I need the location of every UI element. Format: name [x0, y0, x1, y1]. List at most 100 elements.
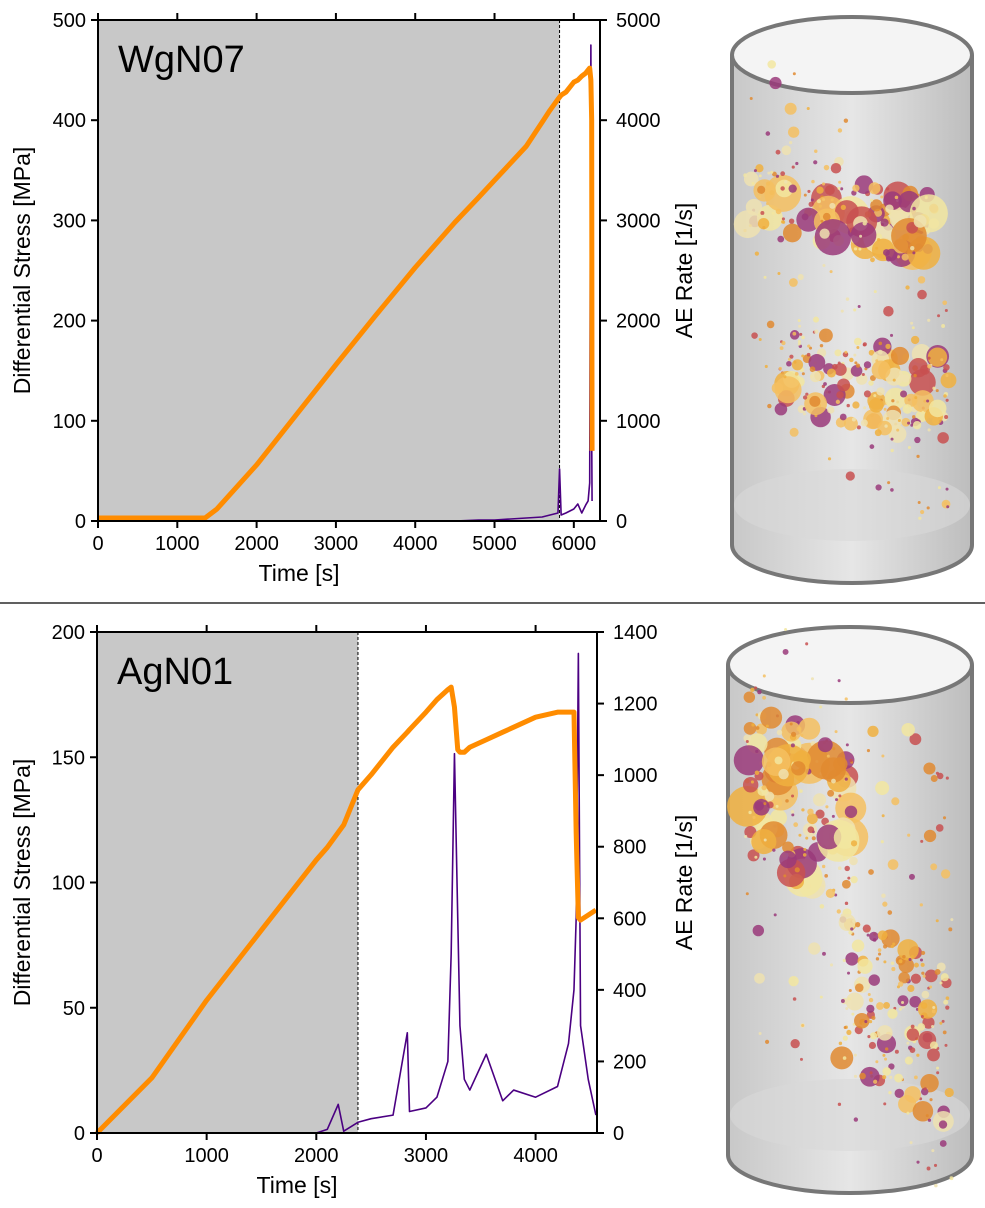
ae-event-sphere — [814, 149, 818, 153]
ae-event-sphere — [807, 813, 818, 825]
ae-event-sphere — [917, 276, 926, 284]
ae-event-sphere — [745, 739, 749, 743]
ae-event-sphere — [869, 444, 875, 449]
ae-event-sphere — [764, 791, 775, 802]
ae-event-sphere — [863, 361, 872, 369]
ae-event-sphere — [853, 308, 857, 312]
ae-event-sphere — [769, 76, 782, 90]
ae-event-sphere — [751, 332, 758, 339]
ae-event-sphere — [727, 786, 768, 827]
ae-event-sphere — [894, 1088, 904, 1099]
ae-event-sphere — [845, 471, 855, 481]
ae-event-sphere — [808, 201, 814, 207]
ae-event-sphere — [855, 922, 861, 928]
ae-event-sphere — [911, 326, 915, 330]
ae-event-sphere — [886, 417, 890, 421]
ae-event-sphere — [782, 841, 794, 854]
ae-event-sphere — [859, 1072, 866, 1080]
ae-event-sphere — [887, 1008, 898, 1019]
sample-label: AgN01 — [117, 651, 233, 693]
ae-event-sphere — [921, 950, 926, 956]
ae-event-sphere — [878, 952, 882, 956]
ae-event-sphere — [849, 357, 854, 363]
ae-event-sphere — [846, 1029, 852, 1035]
x-tick-label: 2000 — [234, 533, 279, 555]
ae-event-sphere — [897, 981, 904, 987]
ae-event-sphere — [868, 869, 874, 875]
ae-event-sphere — [853, 1074, 858, 1078]
ae-event-sphere — [825, 805, 829, 809]
ae-event-sphere — [815, 809, 825, 819]
ae-event-sphere — [923, 829, 937, 843]
ae-event-sphere — [802, 412, 806, 416]
ae-event-sphere — [870, 199, 883, 212]
ae-event-sphere — [917, 500, 921, 504]
ae-event-sphere — [827, 406, 835, 414]
y-tick-label: 0 — [75, 511, 86, 533]
ae-event-sphere — [791, 794, 795, 798]
ae-event-sphere — [861, 372, 865, 377]
ae-event-sphere — [913, 214, 927, 228]
ae-event-sphere — [844, 697, 848, 701]
ae-event-sphere — [842, 1035, 848, 1041]
ae-event-sphere — [868, 398, 884, 413]
ae-event-sphere — [809, 371, 821, 383]
ae-event-sphere — [784, 180, 788, 184]
ae-event-sphere — [830, 1046, 854, 1070]
ae-event-sphere — [892, 942, 896, 946]
ae-event-sphere — [762, 857, 766, 861]
ae-event-sphere — [896, 255, 900, 259]
ae-event-sphere — [792, 72, 796, 76]
plot-frame — [96, 631, 598, 1134]
ae-event-sphere — [837, 378, 851, 392]
ae-event-sphere — [775, 804, 779, 808]
ae-event-sphere — [771, 171, 777, 177]
ae-event-sphere — [875, 359, 879, 363]
ae-event-sphere — [743, 734, 752, 743]
ae-event-sphere — [750, 687, 755, 692]
ae-event-sphere — [781, 721, 802, 742]
ae-event-sphere — [814, 219, 852, 256]
ae-event-sphere — [871, 1015, 876, 1020]
ae-event-sphere — [868, 1020, 873, 1024]
ae-event-sphere — [798, 717, 821, 740]
ae-event-sphere — [910, 321, 914, 325]
ae-event-sphere — [864, 1020, 868, 1024]
ae-event-sphere — [950, 918, 954, 922]
ae-event-sphere — [849, 856, 858, 866]
ae-event-sphere — [946, 505, 950, 509]
ae-event-sphere — [904, 1056, 913, 1065]
ae-event-sphere — [808, 942, 821, 955]
ae-event-sphere — [803, 848, 807, 852]
ae-event-sphere — [751, 181, 755, 185]
ae-event-sphere — [902, 404, 913, 414]
ae-event-sphere — [782, 648, 789, 655]
ae-event-sphere — [844, 350, 848, 354]
ae-event-sphere — [831, 778, 836, 784]
ae-event-sphere — [882, 1053, 886, 1057]
ae-event-sphere — [805, 642, 809, 646]
ae-event-sphere — [938, 1120, 948, 1129]
ae-event-sphere — [781, 145, 792, 156]
ae-event-sphere — [890, 961, 895, 966]
ae-event-sphere — [829, 202, 836, 209]
ae-event-sphere — [817, 737, 833, 753]
y2-tick-label: 800 — [613, 837, 646, 859]
ae-event-sphere — [874, 233, 883, 241]
ae-event-sphere — [875, 957, 880, 961]
sample-cylinder — [730, 15, 974, 585]
ae-event-sphere — [751, 723, 755, 727]
ae-event-sphere — [912, 415, 916, 419]
ae-event-sphere — [912, 421, 922, 430]
ae-event-sphere — [816, 186, 824, 194]
ae-event-sphere — [763, 275, 767, 279]
ae-event-sphere — [916, 454, 920, 459]
ae-event-sphere — [876, 387, 885, 396]
ae-event-sphere — [939, 981, 943, 985]
ae-event-sphere — [775, 149, 781, 155]
ae-event-sphere — [910, 1024, 915, 1029]
y-axis-label: Differential Stress [MPa] — [9, 147, 35, 395]
ae-event-sphere — [797, 339, 801, 344]
ae-event-sphere — [758, 338, 762, 342]
ae-event-sphere — [945, 487, 949, 491]
